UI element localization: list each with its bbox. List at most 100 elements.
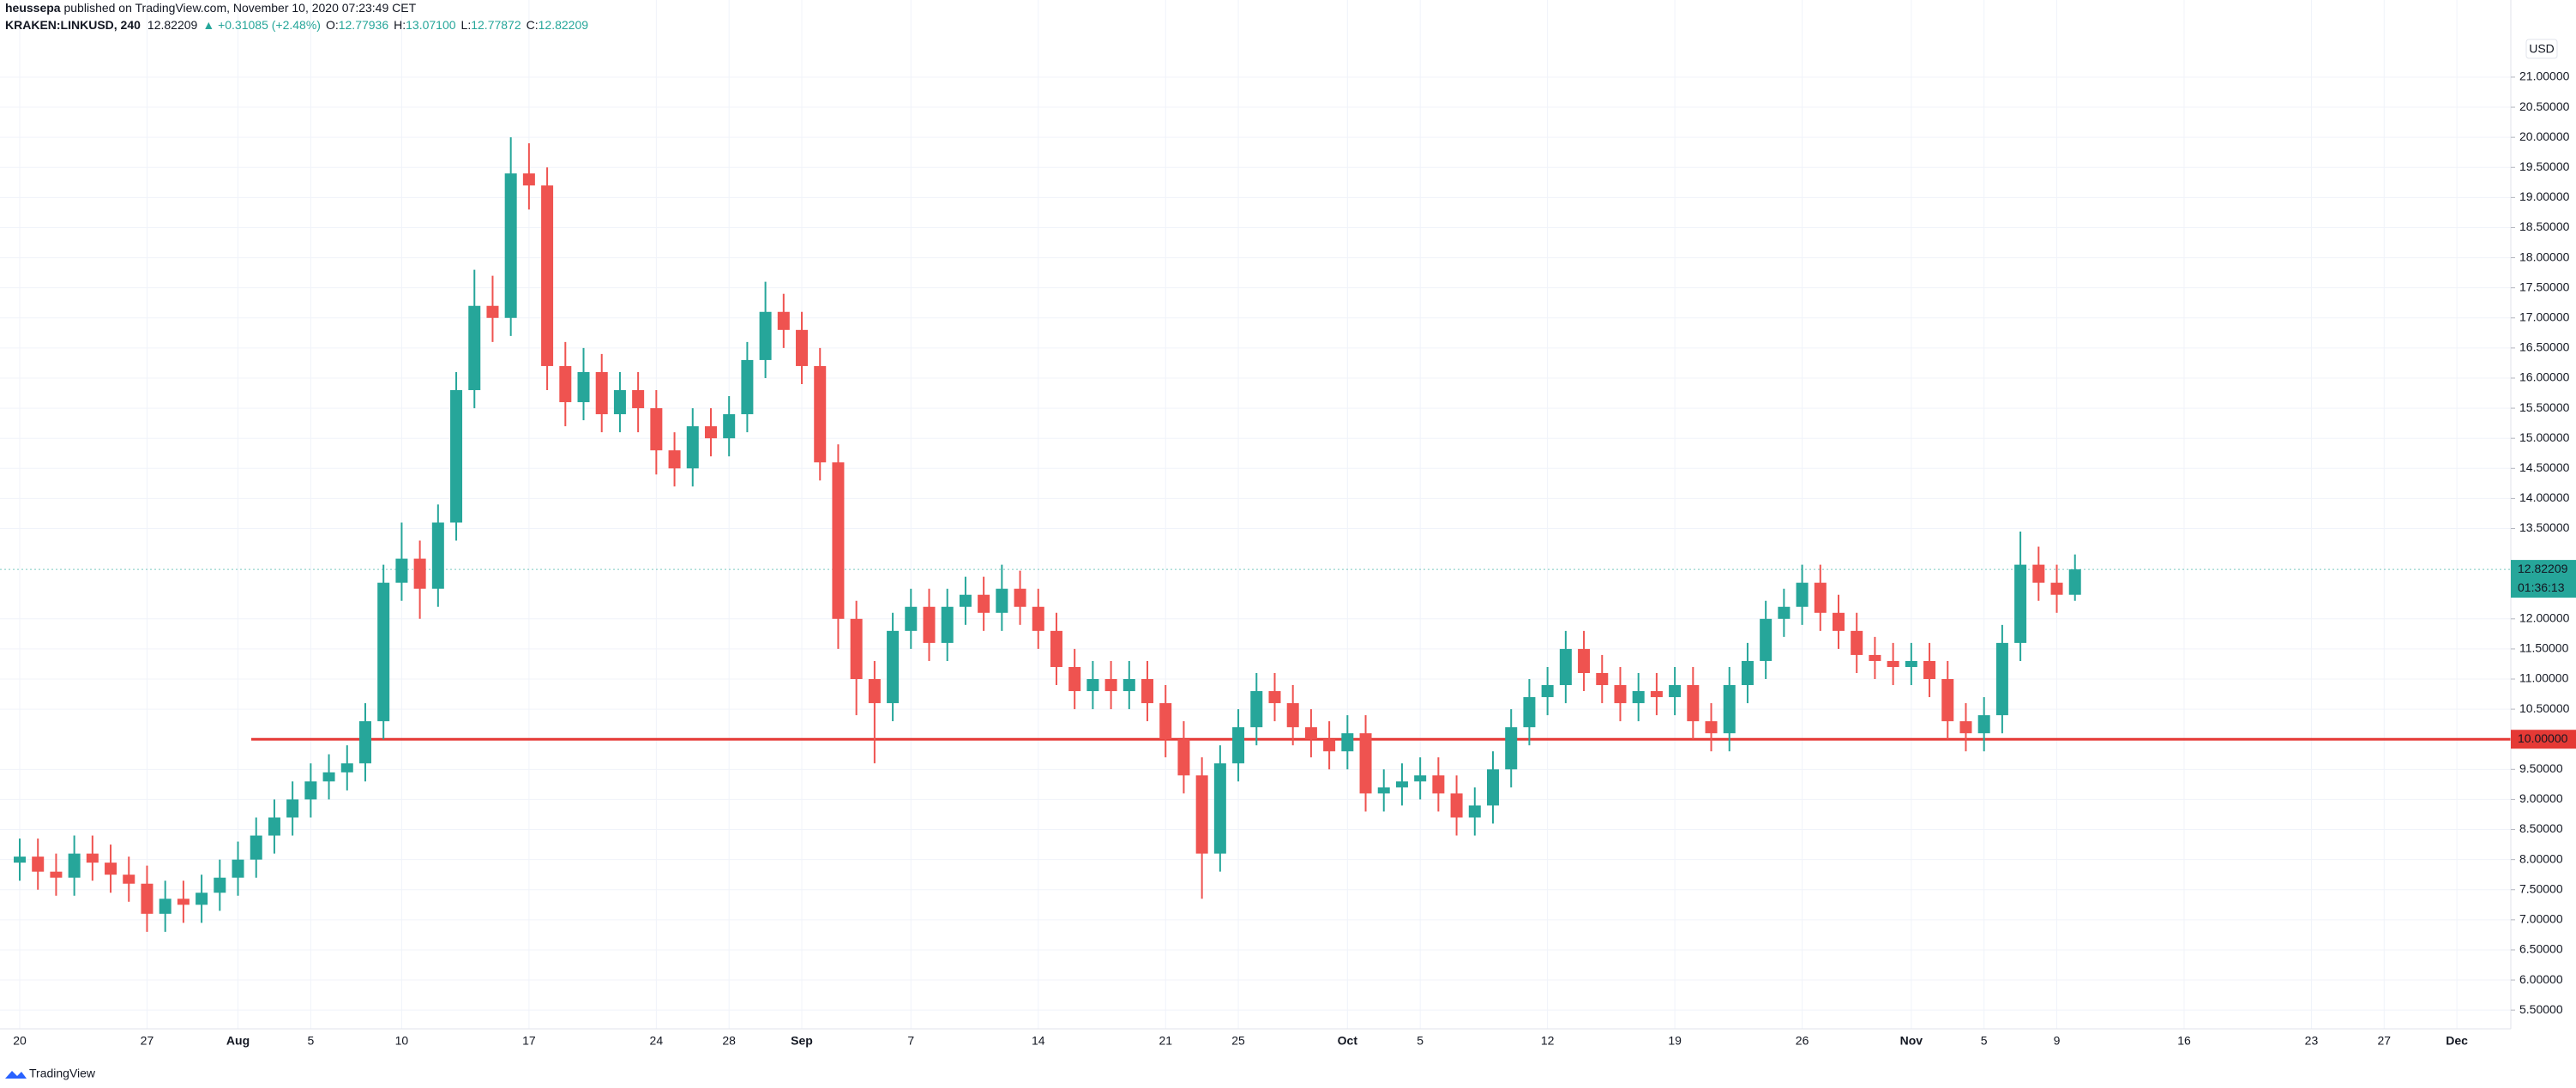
y-tick-label: 18.00000 [2519, 249, 2570, 263]
candle-body [1869, 654, 1881, 661]
candle-body [431, 522, 444, 589]
candle-body [668, 450, 681, 469]
candle-body [377, 582, 390, 722]
l-label: L: [461, 18, 472, 32]
candle-body [1377, 787, 1390, 794]
candle-body [1923, 660, 1936, 680]
y-tick-label: 15.00000 [2519, 430, 2570, 444]
y-tick-label: 14.50000 [2519, 460, 2570, 474]
candle-body [1887, 660, 1899, 667]
y-tick-label: 17.00000 [2519, 310, 2570, 323]
x-tick-label: 26 [1796, 1034, 1809, 1048]
candle-body [1687, 685, 1700, 722]
candle-body [996, 588, 1008, 613]
y-tick-label: 17.50000 [2519, 280, 2570, 293]
candle-body [2068, 569, 2081, 595]
candle-body [577, 371, 590, 403]
y-tick-label: 20.00000 [2519, 129, 2570, 143]
candle-body [650, 408, 663, 451]
candle-body [613, 390, 626, 415]
candle-body [1104, 679, 1117, 692]
candle-body [1359, 733, 1372, 794]
candle-body [1286, 703, 1299, 728]
y-tick-label: 16.50000 [2519, 340, 2570, 354]
x-tick-label: 5 [1981, 1034, 1988, 1048]
published: published on TradingView.com, November 1… [61, 1, 417, 15]
y-tick-label: 7.00000 [2519, 912, 2563, 926]
candle-body [123, 875, 135, 884]
y-tick-label: 20.50000 [2519, 99, 2570, 113]
x-tick-label: Dec [2446, 1034, 2468, 1048]
x-tick-label: 24 [650, 1034, 664, 1048]
candle-body [1505, 727, 1518, 770]
candle-body [1213, 763, 1226, 854]
candle-body [395, 558, 408, 583]
candle-body [196, 893, 208, 905]
y-tick-label: 8.50000 [2519, 821, 2563, 835]
candle-body [486, 305, 499, 318]
candle-body [723, 414, 736, 439]
y-tick-label: 7.50000 [2519, 881, 2563, 895]
currency[interactable]: USD [2529, 42, 2555, 56]
tradingview-logo [5, 1071, 27, 1079]
candle-body [1833, 612, 1845, 631]
last-price: 12.82209 [147, 18, 198, 32]
candle-body [1432, 775, 1445, 794]
candle-body [105, 863, 117, 875]
y-tick-label: 21.00000 [2519, 69, 2570, 83]
candle-body [32, 857, 45, 872]
candle-body [1195, 775, 1208, 854]
candle-body [959, 594, 972, 607]
x-tick-label: Oct [1338, 1034, 1358, 1048]
candle-body [1941, 679, 1954, 722]
candle-body [268, 817, 280, 836]
currency-box[interactable] [2525, 39, 2558, 59]
candle-body [322, 772, 335, 782]
support-badge [2511, 730, 2576, 749]
candle-body [358, 721, 371, 764]
x-tick-label: 10 [395, 1034, 409, 1048]
y-tick-label: 16.00000 [2519, 370, 2570, 384]
candle-body [2032, 564, 2045, 583]
axes: 5.50000 6.00000 6.50000 7.00000 7.50000 8.000… [13, 69, 2576, 1048]
c-label: C: [527, 18, 539, 32]
y-tick-label: 19.00000 [2519, 189, 2570, 203]
countdown-label: 01:36:13 [2518, 580, 2565, 594]
candle-body [177, 899, 190, 905]
h-label: H: [394, 18, 406, 32]
x-tick-label: 27 [2378, 1034, 2392, 1048]
candle-body [1050, 630, 1062, 667]
x-tick-label: 7 [907, 1034, 914, 1048]
author: heussepa [5, 1, 61, 15]
l-value: 12.77872 [471, 18, 521, 32]
candle-body [1086, 679, 1099, 692]
candle-body [941, 606, 954, 643]
x-tick-label: Sep [791, 1034, 813, 1048]
y-tick-label: 15.50000 [2519, 400, 2570, 414]
candle-body [1632, 691, 1645, 704]
candle-body [1159, 703, 1172, 740]
x-tick-label: 20 [13, 1034, 27, 1048]
candle-body [1450, 793, 1463, 818]
x-tick-label: 17 [522, 1034, 536, 1048]
o-label: O: [326, 18, 339, 32]
candle-body [1559, 648, 1572, 686]
candle-body [340, 763, 353, 772]
candle-body [1414, 775, 1427, 782]
y-tick-label: 5.50000 [2519, 1002, 2563, 1016]
candle-body [50, 871, 63, 878]
x-tick-label: Aug [226, 1034, 250, 1048]
y-tick-label: 12.00000 [2519, 611, 2570, 625]
y-tick-label: 11.00000 [2519, 671, 2569, 685]
candle-body [1596, 672, 1609, 686]
candle-body [887, 630, 900, 704]
y-tick-label: 9.50000 [2519, 761, 2563, 775]
candle-body [522, 173, 535, 186]
change: ▲ +0.31085 (+2.48%) [202, 18, 321, 32]
candle-body [14, 857, 26, 863]
candle-body [905, 606, 918, 631]
candle-body [1232, 727, 1245, 764]
